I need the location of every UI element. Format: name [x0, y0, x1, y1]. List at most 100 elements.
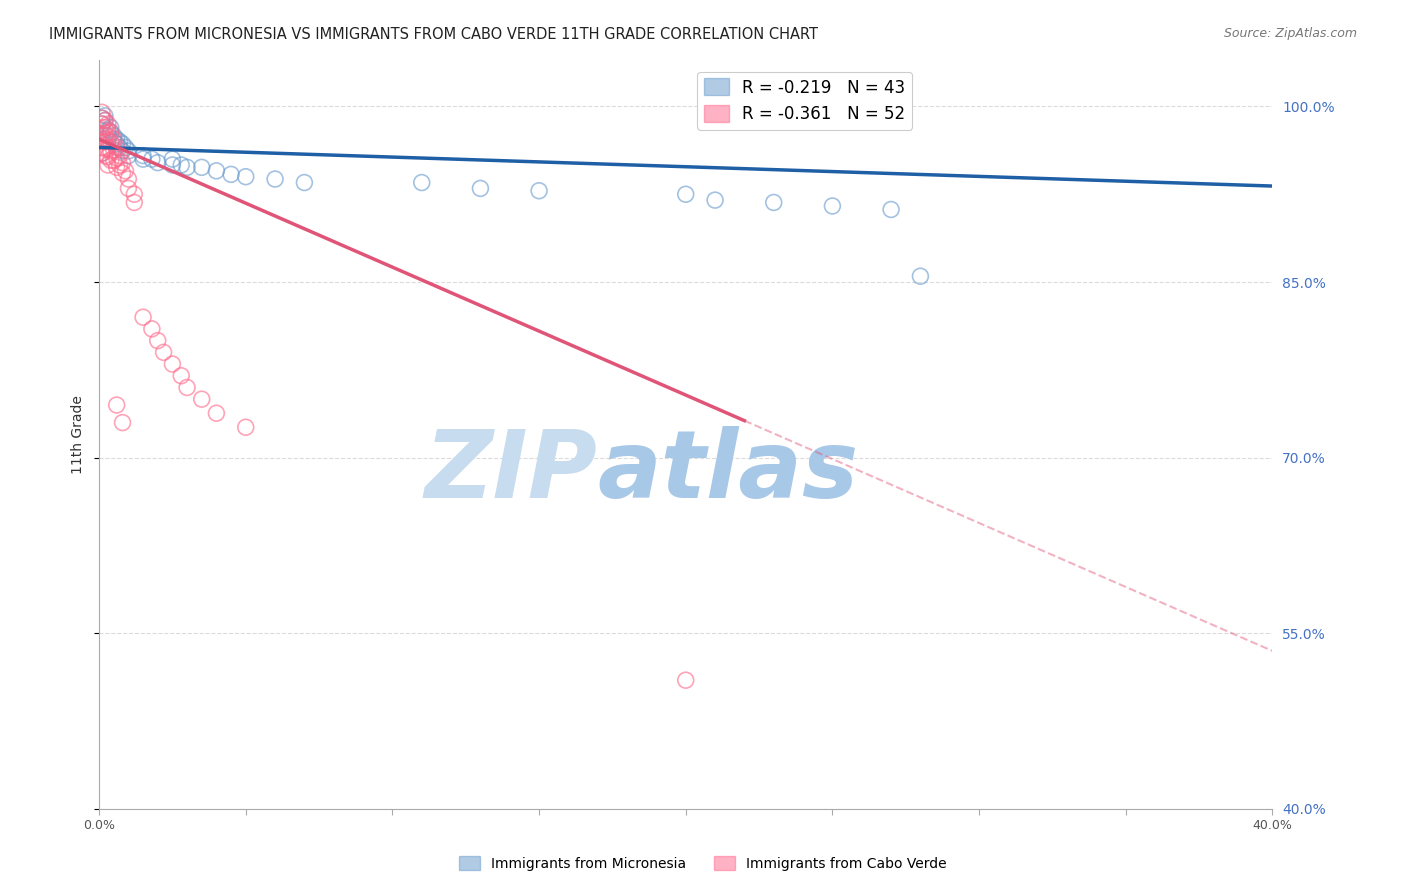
Point [100, 135, 122, 149]
Point [111, 155, 134, 169]
Point [162, 152, 184, 166]
Point [111, 136, 134, 151]
Point [124, 187, 146, 202]
Y-axis label: 11th Grade: 11th Grade [72, 395, 86, 474]
Point [111, 166, 134, 180]
Point [470, 181, 492, 195]
Point [132, 152, 155, 166]
Point [94, 120, 117, 135]
Point [103, 135, 125, 149]
Point [94, 142, 117, 156]
Point [91, 135, 114, 149]
Point [97, 128, 120, 143]
Point [219, 167, 242, 181]
Point [100, 144, 122, 158]
Point [117, 148, 139, 162]
Point [146, 334, 169, 348]
Point [910, 269, 932, 284]
Point [108, 158, 131, 172]
Point [762, 195, 785, 210]
Point [162, 158, 184, 172]
Point [170, 158, 193, 172]
Point [97, 133, 120, 147]
Point [205, 406, 228, 420]
Point [108, 135, 131, 149]
Point [91, 117, 114, 131]
Point [108, 148, 131, 162]
Point [94, 148, 117, 162]
Point [114, 164, 136, 178]
Point [170, 368, 193, 383]
Point [91, 146, 114, 161]
Point [117, 144, 139, 158]
Point [117, 181, 139, 195]
Point [97, 117, 120, 131]
Point [294, 176, 316, 190]
Point [152, 345, 174, 359]
Point [100, 125, 122, 139]
Point [117, 172, 139, 186]
Point [94, 113, 117, 128]
Point [205, 164, 228, 178]
Point [111, 144, 134, 158]
Point [97, 142, 120, 156]
Point [94, 135, 117, 149]
Text: atlas: atlas [598, 425, 859, 517]
Point [821, 199, 844, 213]
Point [675, 187, 697, 202]
Point [880, 202, 903, 217]
Point [141, 152, 163, 166]
Point [264, 172, 287, 186]
Point [91, 111, 114, 125]
Point [91, 105, 114, 120]
Text: Source: ZipAtlas.com: Source: ZipAtlas.com [1223, 27, 1357, 40]
Point [146, 155, 169, 169]
Point [100, 153, 122, 168]
Point [162, 357, 184, 371]
Point [132, 310, 155, 325]
Point [91, 128, 114, 143]
Point [235, 420, 257, 434]
Point [94, 128, 117, 142]
Point [103, 128, 125, 143]
Point [176, 161, 198, 175]
Point [91, 111, 114, 125]
Point [91, 117, 114, 131]
Point [91, 140, 114, 154]
Point [105, 132, 128, 146]
Point [105, 136, 128, 151]
Point [91, 146, 114, 161]
Point [91, 123, 114, 137]
Legend: R = -0.219   N = 43, R = -0.361   N = 52: R = -0.219 N = 43, R = -0.361 N = 52 [697, 71, 912, 129]
Point [675, 673, 697, 688]
Point [190, 392, 212, 406]
Point [105, 161, 128, 175]
Point [114, 140, 136, 154]
Text: IMMIGRANTS FROM MICRONESIA VS IMMIGRANTS FROM CABO VERDE 11TH GRADE CORRELATION : IMMIGRANTS FROM MICRONESIA VS IMMIGRANTS… [49, 27, 818, 42]
Point [97, 158, 120, 172]
Point [97, 150, 120, 164]
Point [100, 120, 122, 135]
Point [105, 140, 128, 154]
Point [176, 380, 198, 394]
Point [704, 193, 727, 207]
Point [103, 153, 125, 168]
Point [108, 140, 131, 154]
Point [103, 143, 125, 157]
Text: ZIP: ZIP [425, 425, 598, 517]
Point [100, 125, 122, 139]
Point [235, 169, 257, 184]
Point [190, 161, 212, 175]
Point [94, 109, 117, 123]
Point [111, 416, 134, 430]
Point [94, 113, 117, 128]
Point [527, 184, 550, 198]
Point [141, 322, 163, 336]
Point [105, 398, 128, 412]
Point [105, 151, 128, 165]
Point [411, 176, 433, 190]
Legend: Immigrants from Micronesia, Immigrants from Cabo Verde: Immigrants from Micronesia, Immigrants f… [454, 850, 952, 876]
Point [132, 148, 155, 162]
Point [124, 195, 146, 210]
Point [103, 132, 125, 146]
